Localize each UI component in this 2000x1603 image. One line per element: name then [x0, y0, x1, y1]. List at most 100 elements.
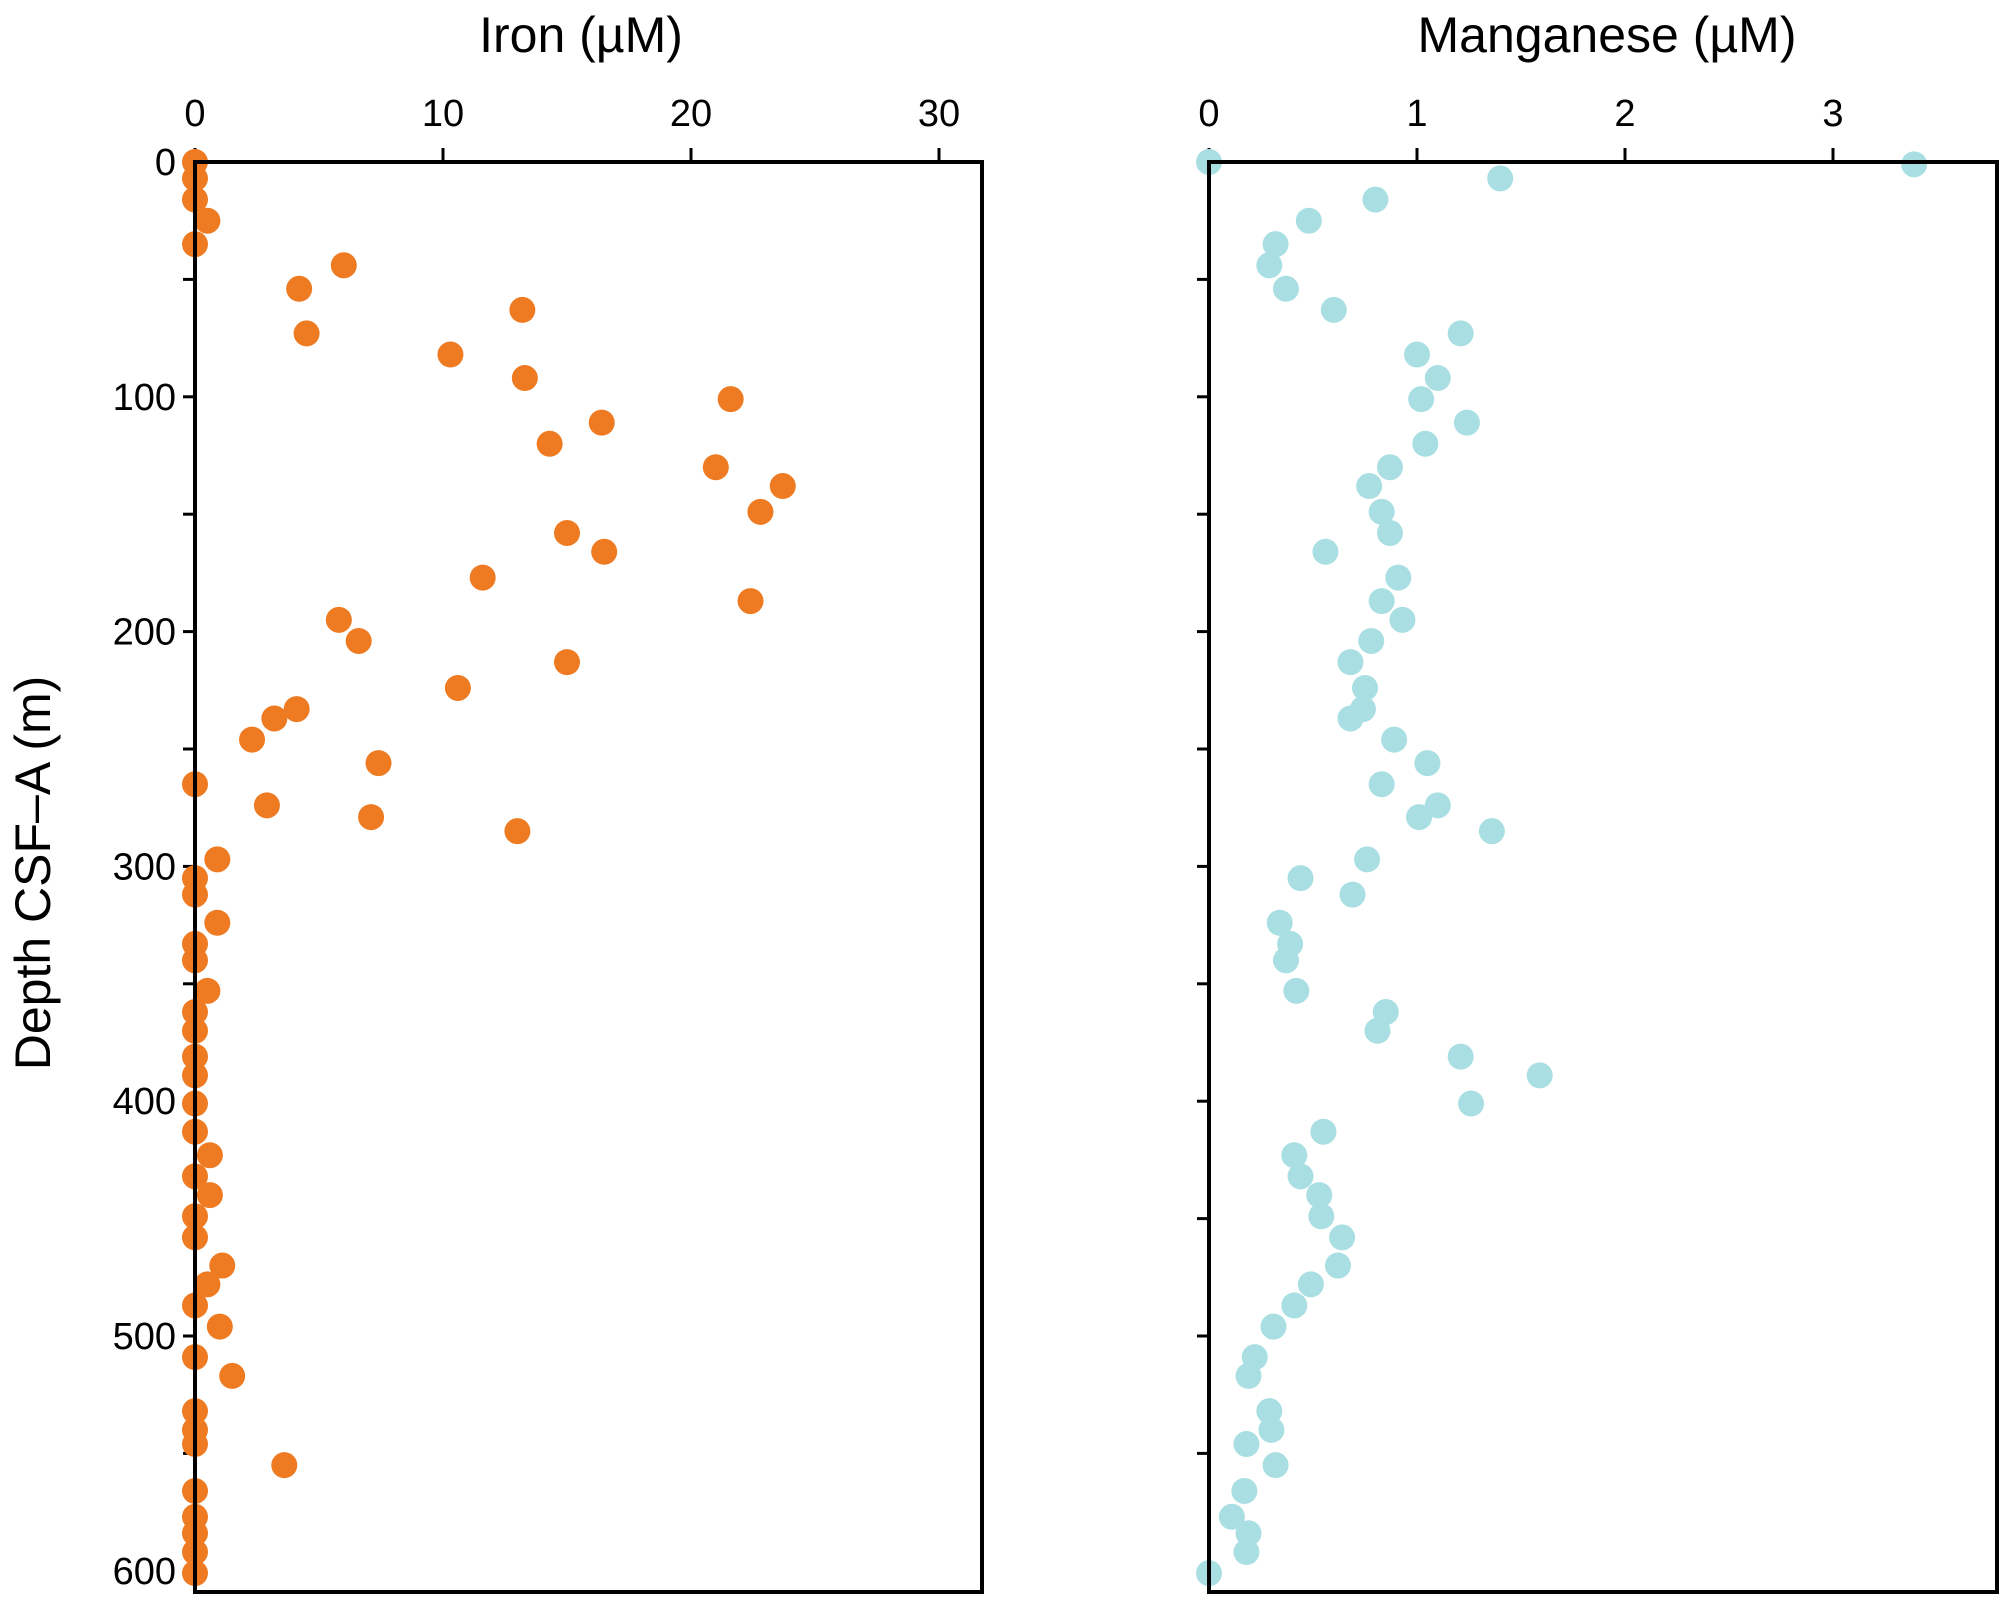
iron-data-point [293, 320, 320, 347]
iron-x-tick-label: 20 [670, 93, 712, 135]
manganese-data-point [1414, 750, 1441, 777]
iron-data-point [204, 909, 231, 936]
manganese-data-point [1356, 473, 1383, 500]
iron-y-tick-label: 200 [113, 612, 176, 654]
iron-data-point [504, 818, 531, 845]
iron-data-point [196, 1142, 223, 1169]
iron-data-point [330, 252, 357, 279]
iron-data-point [196, 1182, 223, 1209]
manganese-data-point [1447, 1043, 1474, 1070]
iron-x-tick-label: 0 [184, 93, 205, 135]
iron-data-point [239, 726, 266, 753]
manganese-x-ticks: 0 1 2 3 [1198, 93, 1844, 162]
manganese-data-point [1308, 1203, 1335, 1230]
iron-data-point [206, 1313, 233, 1340]
manganese-data-point [1283, 977, 1310, 1004]
manganese-data-point [1297, 1271, 1324, 1298]
manganese-data-point [1306, 1182, 1333, 1209]
iron-data-point [717, 386, 744, 413]
manganese-data-point [1458, 1090, 1485, 1117]
manganese-data-point [1487, 165, 1514, 192]
manganese-data-point [1337, 705, 1364, 732]
manganese-data-point [1352, 674, 1378, 701]
iron-points [182, 149, 796, 1587]
iron-data-point [702, 454, 729, 481]
manganese-data-point [1262, 231, 1289, 258]
manganese-data-point [1256, 1398, 1283, 1425]
manganese-data-point [1453, 409, 1480, 436]
manganese-data-point [1258, 1416, 1285, 1443]
manganese-x-tick-label: 2 [1614, 93, 1635, 135]
iron-plot-frame [193, 160, 984, 1594]
manganese-data-point [1478, 818, 1505, 845]
manganese-data-point [1424, 792, 1451, 819]
manganese-data-point [1235, 1362, 1262, 1389]
y-axis-label: Depth CSF–A (m) [5, 676, 61, 1071]
manganese-data-point [1364, 1017, 1391, 1044]
iron-y-tick-label: 600 [113, 1551, 176, 1593]
iron-x-tick-label: 30 [918, 93, 960, 135]
manganese-data-point [1412, 430, 1439, 457]
manganese-data-point [1287, 865, 1314, 892]
manganese-data-point [1526, 1062, 1553, 1089]
iron-data-point [345, 627, 372, 654]
iron-data-point [509, 296, 536, 323]
manganese-x-tick-label: 1 [1406, 93, 1427, 135]
manganese-data-point [1312, 538, 1339, 565]
manganese-data-point [1231, 1477, 1258, 1504]
manganese-data-point [1406, 804, 1433, 831]
manganese-data-point [1262, 1452, 1289, 1479]
iron-data-point [283, 696, 310, 723]
iron-data-point [325, 606, 352, 633]
manganese-data-point [1256, 252, 1283, 279]
manganese-title: Manganese (µM) [1418, 7, 1797, 63]
manganese-x-tick-label: 0 [1198, 93, 1219, 135]
iron-data-point [286, 275, 313, 302]
manganese-data-point [1329, 1224, 1356, 1251]
iron-y-tick-label: 0 [155, 142, 176, 184]
iron-data-point [253, 792, 280, 819]
iron-data-point [591, 538, 618, 565]
manganese-data-point [1281, 1142, 1308, 1169]
iron-data-point [588, 409, 615, 436]
iron-data-point [747, 498, 774, 525]
iron-data-point [536, 430, 563, 457]
manganese-data-point [1404, 341, 1430, 368]
manganese-data-point [1362, 186, 1389, 213]
manganese-data-point [1337, 649, 1364, 676]
iron-y-tick-label: 100 [113, 377, 176, 419]
manganese-x-tick-label: 3 [1822, 93, 1843, 135]
manganese-data-point [1376, 454, 1403, 481]
iron-y-tick-label: 500 [113, 1316, 176, 1358]
iron-data-point [261, 705, 288, 732]
manganese-data-point [1272, 947, 1299, 974]
manganese-data-point [1385, 564, 1412, 591]
iron-data-point [194, 977, 221, 1004]
iron-data-point [271, 1452, 298, 1479]
iron-x-ticks: 0 10 20 30 [184, 93, 960, 162]
manganese-data-point [1368, 498, 1395, 525]
manganese-data-point [1281, 1292, 1308, 1319]
iron-data-point [358, 804, 385, 831]
manganese-data-point [1235, 1520, 1262, 1547]
manganese-data-point [1389, 606, 1416, 633]
iron-panel: Iron (µM) 0 10 20 30 0 100 200 300 400 500 600 [113, 7, 984, 1594]
manganese-data-point [1368, 588, 1395, 615]
manganese-data-point [1295, 207, 1322, 234]
manganese-data-point [1310, 1118, 1337, 1145]
manganese-data-point [1218, 1503, 1245, 1530]
iron-data-point [469, 564, 496, 591]
manganese-points [1196, 149, 1928, 1587]
iron-data-point [437, 341, 464, 368]
manganese-data-point [1368, 771, 1395, 798]
iron-data-point [737, 588, 764, 615]
manganese-data-point [1260, 1313, 1287, 1340]
iron-data-point [511, 365, 538, 392]
iron-data-point [219, 1362, 246, 1389]
manganese-data-point [1358, 627, 1385, 654]
iron-data-point [209, 1252, 236, 1279]
manganese-data-point [1408, 386, 1435, 413]
iron-y-tick-label: 400 [113, 1081, 176, 1123]
manganese-plot-frame [1207, 160, 1999, 1594]
